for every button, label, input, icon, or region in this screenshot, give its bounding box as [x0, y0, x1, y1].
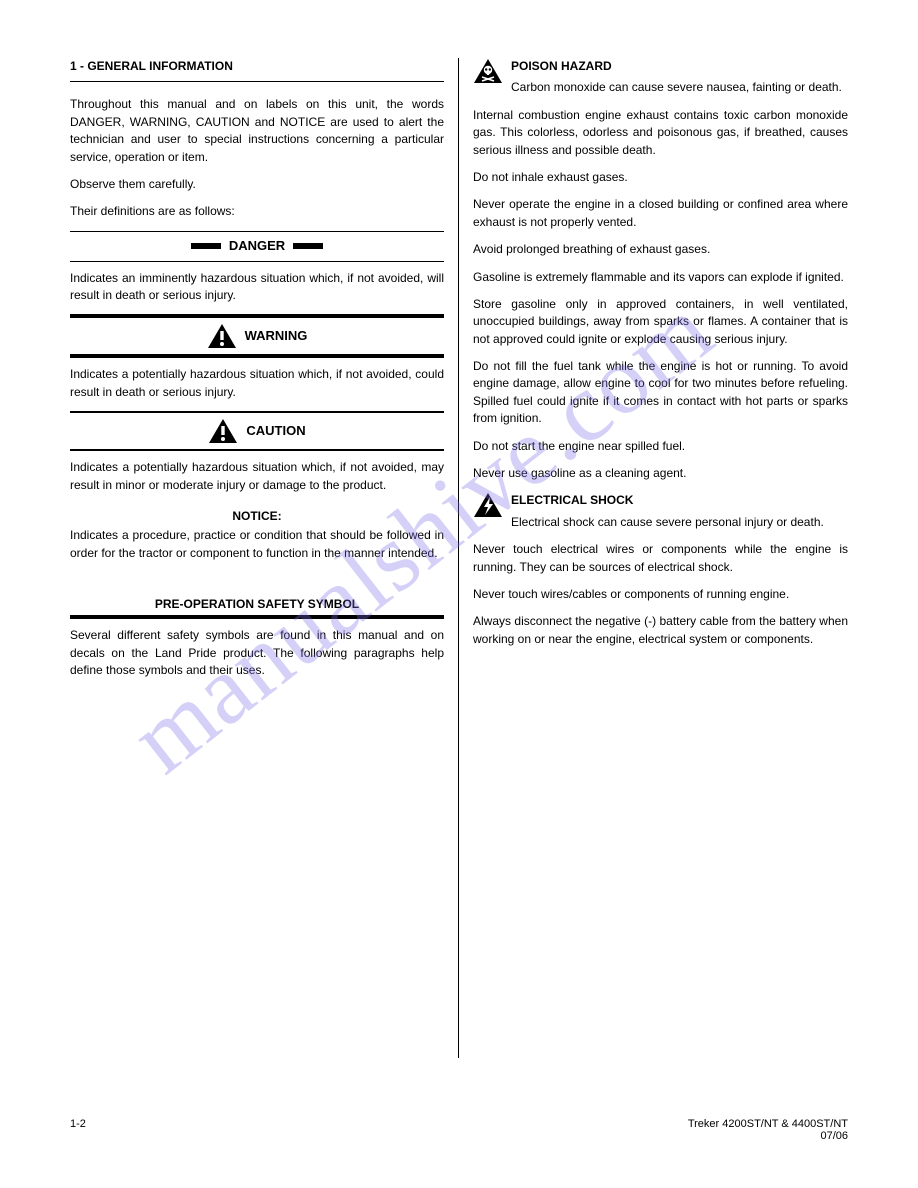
- footer-model: Treker 4200ST/NT & 4400ST/NT: [688, 1118, 848, 1130]
- danger-text: Indicates an imminently hazardous situat…: [70, 270, 444, 305]
- warning-text: Indicates a potentially hazardous situat…: [70, 366, 444, 401]
- poison-bullet-2: Never operate the engine in a closed bui…: [473, 196, 848, 231]
- poison-title: POISON HAZARD: [511, 58, 842, 75]
- right-column: POISON HAZARD Carbon monoxide can cause …: [459, 58, 848, 1058]
- presym-text: Several different safety symbols are fou…: [70, 627, 444, 679]
- notice-text: Indicates a procedure, practice or condi…: [70, 527, 444, 562]
- shock-bullet-1: Never touch electrical wires or componen…: [473, 541, 848, 576]
- shock-bullet-2: Never touch wires/cables or components o…: [473, 586, 848, 603]
- signal-word-warning: WARNING: [245, 327, 308, 346]
- signal-word-danger: DANGER: [229, 237, 285, 256]
- signal-danger: DANGER: [70, 232, 444, 261]
- skull-crossbones-icon: [473, 58, 503, 84]
- rule-thick: [70, 615, 444, 619]
- gasoline-p2: Store gasoline only in approved containe…: [473, 296, 848, 348]
- poison-bullet-1: Do not inhale exhaust gases.: [473, 169, 848, 186]
- poison-hazard-head: POISON HAZARD Carbon monoxide can cause …: [473, 58, 848, 107]
- footer-right: Treker 4200ST/NT & 4400ST/NT 07/06: [688, 1118, 848, 1142]
- dash-icon: [191, 243, 221, 249]
- signal-warning: WARNING: [70, 318, 444, 354]
- signal-caution: CAUTION: [70, 413, 444, 449]
- dash-icon: [293, 243, 323, 249]
- rule-thick: [70, 354, 444, 358]
- gasoline-bullet-3: Never use gasoline as a cleaning agent.: [473, 465, 848, 482]
- page-footer: 1-2 Treker 4200ST/NT & 4400ST/NT 07/06: [70, 1118, 848, 1142]
- lightning-bolt-icon: [473, 492, 503, 518]
- poison-p1: Carbon monoxide can cause severe nausea,…: [511, 79, 842, 96]
- shock-bullet-3: Always disconnect the negative (-) batte…: [473, 613, 848, 648]
- rule-med: [70, 449, 444, 451]
- intro-paragraph-3: Their definitions are as follows:: [70, 203, 444, 220]
- title-rule: [70, 81, 444, 82]
- gasoline-bullet-2: Do not start the engine near spilled fue…: [473, 438, 848, 455]
- shock-p1: Electrical shock can cause severe person…: [511, 514, 824, 531]
- gasoline-p1: Gasoline is extremely flammable and its …: [473, 269, 848, 286]
- two-column-layout: 1 - GENERAL INFORMATION Throughout this …: [70, 58, 848, 1058]
- shock-hazard-head: ELECTRICAL SHOCK Electrical shock can ca…: [473, 492, 848, 541]
- page-content: 1 - GENERAL INFORMATION Throughout this …: [0, 0, 918, 1188]
- poison-tail: Avoid prolonged breathing of exhaust gas…: [473, 241, 848, 258]
- left-column: 1 - GENERAL INFORMATION Throughout this …: [70, 58, 459, 1058]
- shock-block: ELECTRICAL SHOCK Electrical shock can ca…: [511, 492, 824, 541]
- signal-word-caution: CAUTION: [246, 422, 305, 441]
- caution-triangle-icon: [208, 418, 238, 444]
- poison-block: POISON HAZARD Carbon monoxide can cause …: [511, 58, 842, 107]
- shock-title: ELECTRICAL SHOCK: [511, 492, 824, 509]
- footer-page-number: 1-2: [70, 1118, 86, 1142]
- gasoline-bullet-1: Do not fill the fuel tank while the engi…: [473, 358, 848, 428]
- poison-p2: Internal combustion engine exhaust conta…: [473, 107, 848, 159]
- page-title: 1 - GENERAL INFORMATION: [70, 58, 444, 75]
- spacer: [70, 572, 444, 592]
- warning-triangle-icon: [207, 323, 237, 349]
- rule: [70, 261, 444, 262]
- presym-heading: PRE-OPERATION SAFETY SYMBOL: [70, 592, 444, 615]
- signal-notice: NOTICE:: [70, 504, 444, 527]
- intro-paragraph-2: Observe them carefully.: [70, 176, 444, 193]
- footer-date: 07/06: [820, 1130, 848, 1142]
- intro-paragraph-1: Throughout this manual and on labels on …: [70, 96, 444, 166]
- caution-text: Indicates a potentially hazardous situat…: [70, 459, 444, 494]
